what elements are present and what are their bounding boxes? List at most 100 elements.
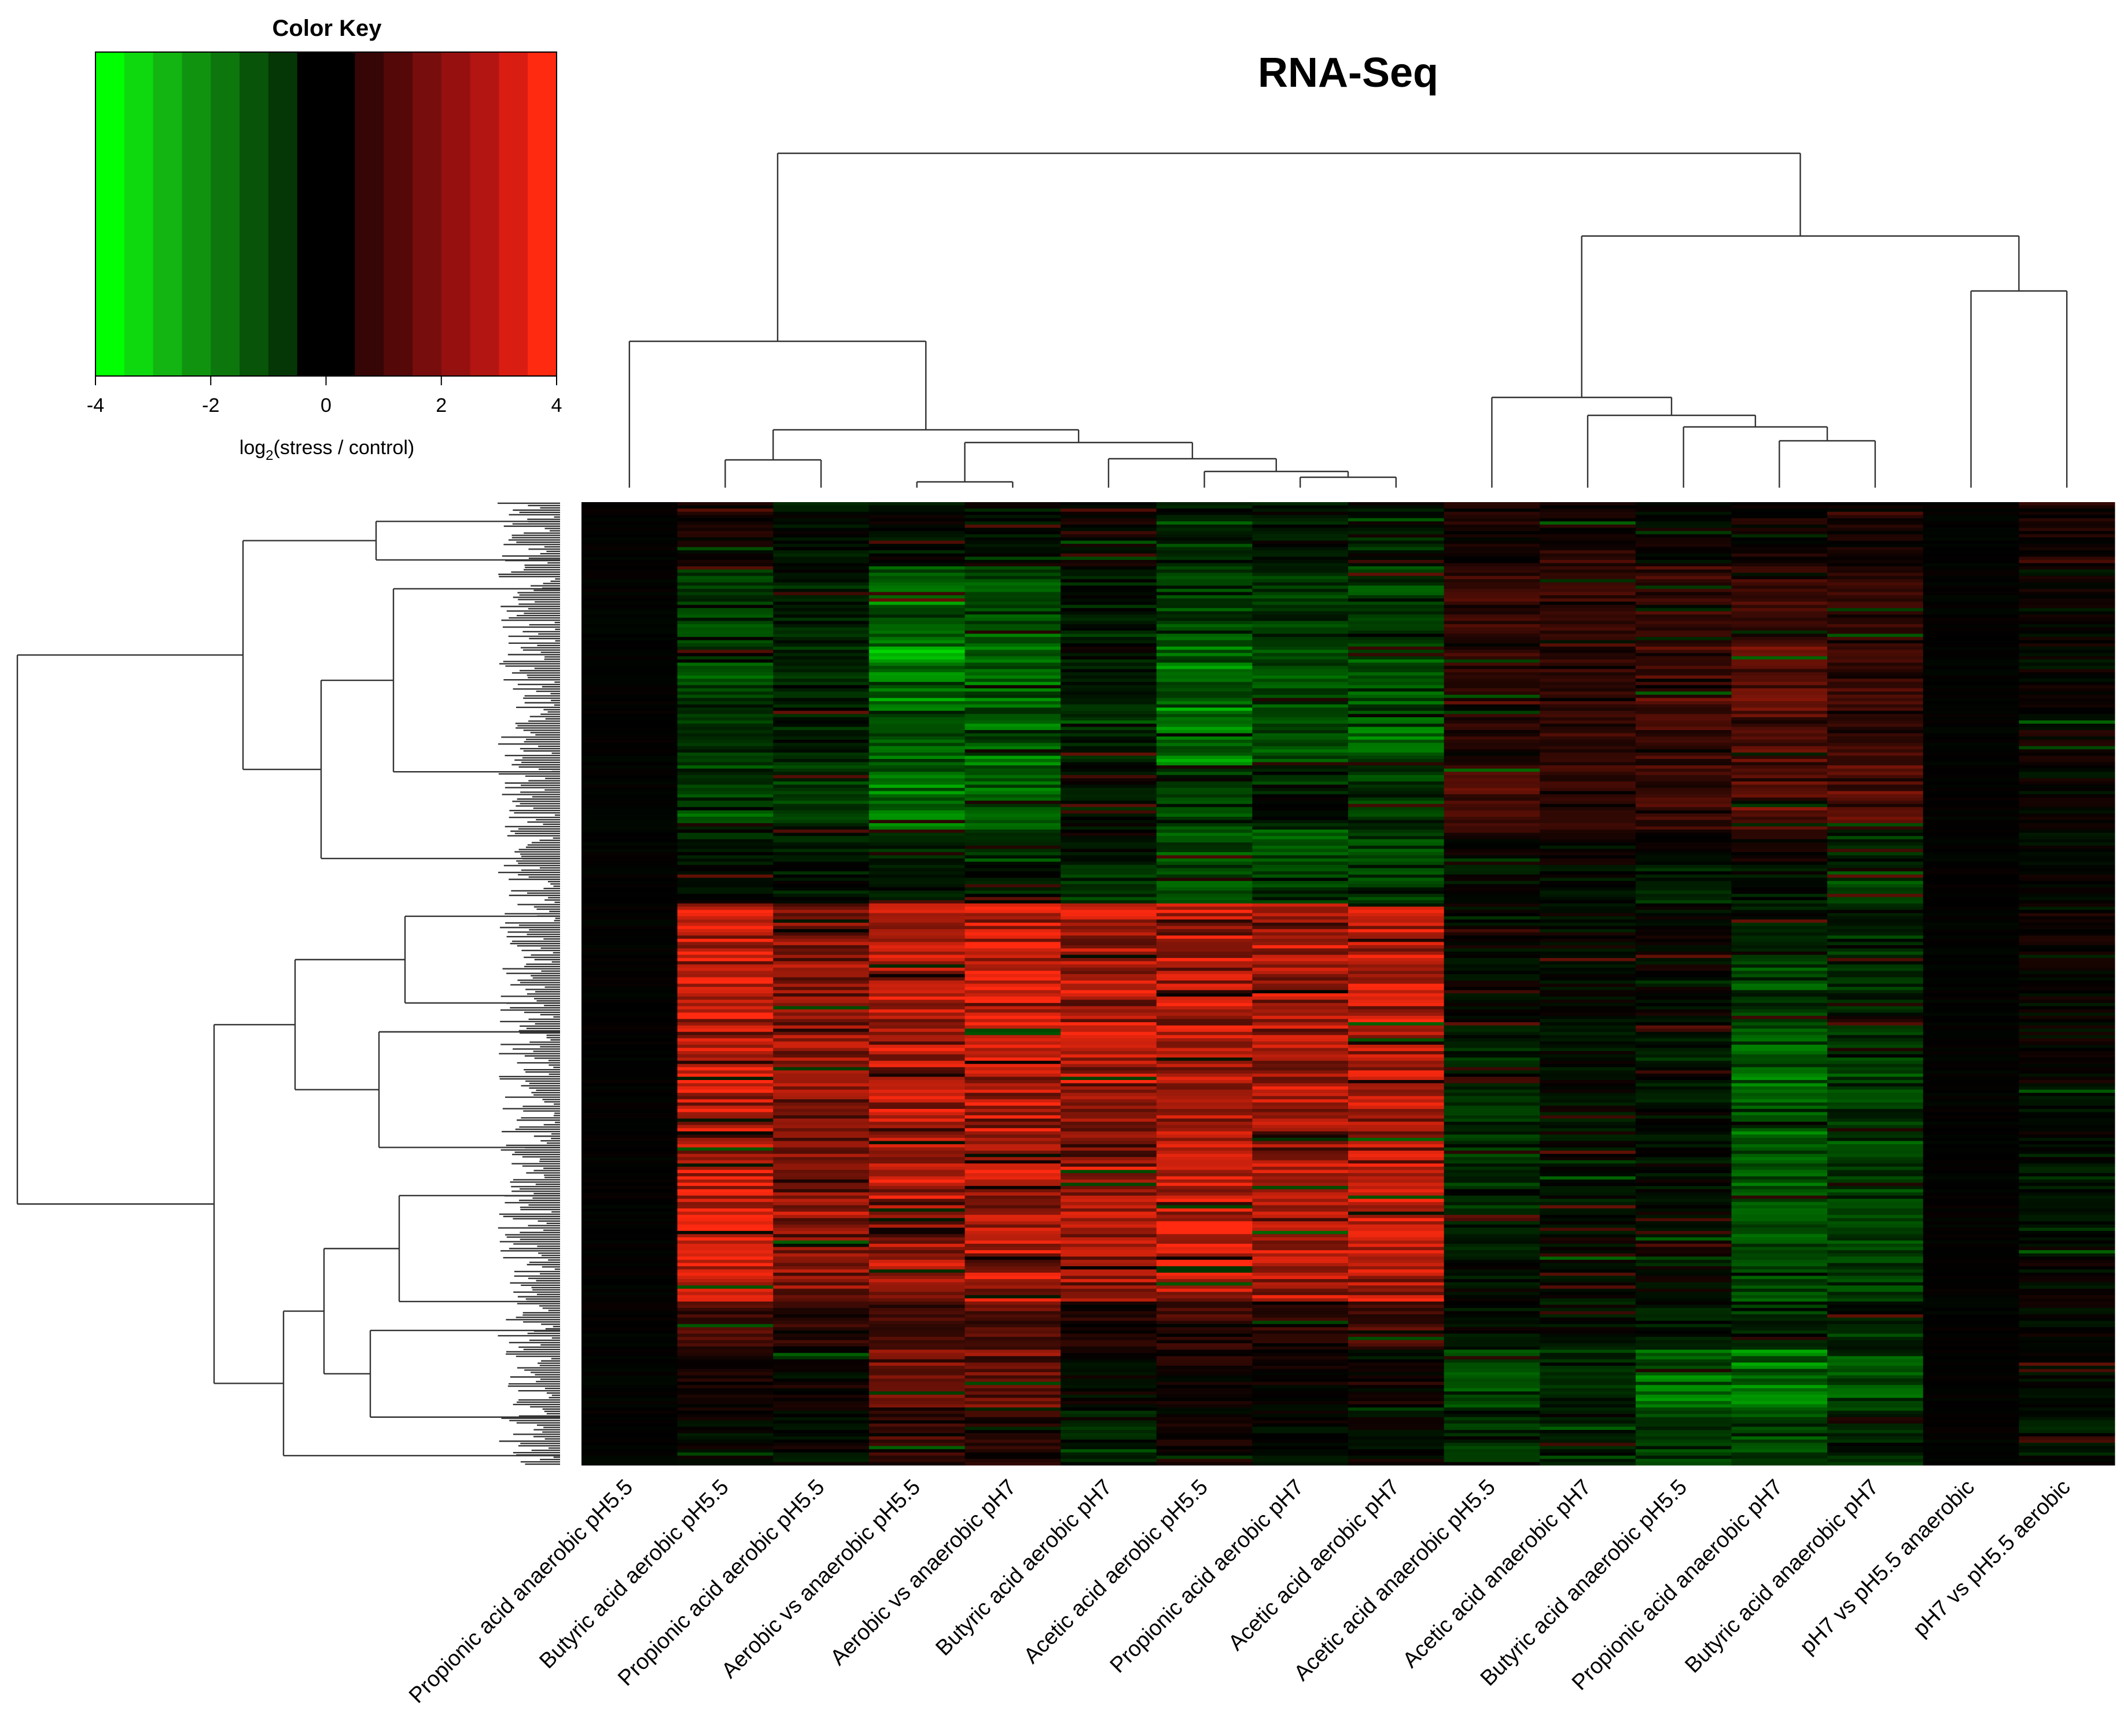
heatmap-cell (1348, 1006, 1445, 1010)
heatmap-cell (965, 627, 1061, 631)
heatmap-cell (1731, 1211, 1828, 1215)
heatmap-cell (1444, 1199, 1540, 1203)
heatmap-cell (1731, 1346, 1828, 1350)
heatmap-cell (1444, 585, 1540, 589)
heatmap-cell (1061, 923, 1157, 926)
heatmap-cell (1923, 1009, 2019, 1013)
heatmap-cell (1540, 900, 1636, 904)
heatmap-cell (1348, 1096, 1445, 1100)
heatmap-cell (1444, 646, 1540, 650)
heatmap-cell (1061, 1224, 1157, 1228)
heatmap-cell (868, 1131, 966, 1135)
heatmap-cell (1252, 1247, 1349, 1251)
heatmap-cell (773, 880, 870, 884)
heatmap-cell (581, 894, 678, 898)
heatmap-cell (773, 1208, 870, 1212)
heatmap-cell (2019, 810, 2115, 814)
heatmap-cell (2019, 1173, 2115, 1177)
heatmap-cell (1827, 932, 1924, 936)
heatmap-cell (1827, 1327, 1924, 1331)
heatmap-cell (1827, 1311, 1924, 1315)
heatmap-cell (1348, 720, 1445, 724)
heatmap-cell (1923, 1362, 2019, 1366)
heatmap-cell (1444, 919, 1540, 923)
heatmap-cell (1061, 1356, 1157, 1360)
heatmap-cell (1156, 691, 1253, 695)
heatmap-cell (1444, 755, 1540, 760)
heatmap-cell (1540, 1093, 1636, 1097)
heatmap-cell (1827, 868, 1924, 872)
heatmap-cell (965, 1192, 1061, 1196)
heatmap-cell (1156, 1080, 1253, 1083)
heatmap-cell (773, 1054, 870, 1058)
heatmap-cell (773, 1077, 870, 1081)
heatmap-cell (773, 701, 870, 705)
heatmap-cell (1827, 1211, 1924, 1215)
heatmap-cell (1540, 1330, 1636, 1334)
heatmap-cell (868, 1182, 966, 1186)
heatmap-cell (1444, 605, 1540, 609)
heatmap-cell (1635, 511, 1732, 515)
heatmap-cell (1827, 656, 1924, 660)
heatmap-cell (773, 1186, 870, 1190)
heatmap-cell (2019, 1385, 2115, 1389)
heatmap-cell (677, 739, 774, 743)
heatmap-cell (2019, 781, 2115, 785)
heatmap-cell (1444, 1269, 1540, 1273)
heatmap-cell (773, 768, 870, 772)
heatmap-cell (965, 942, 1061, 946)
heatmap-cell (1731, 595, 1828, 599)
heatmap-cell (2019, 1324, 2115, 1328)
heatmap-cell (581, 566, 678, 570)
heatmap-cell (1444, 1352, 1540, 1357)
heatmap-cell (1635, 515, 1732, 519)
heatmap-cell (1923, 836, 2019, 840)
heatmap-cell (581, 958, 678, 962)
heatmap-cell (1444, 1009, 1540, 1013)
heatmap-cell (868, 1166, 966, 1170)
heatmap-cell (773, 1080, 870, 1083)
heatmap-cell (1731, 1237, 1828, 1241)
heatmap-cell (1444, 1340, 1540, 1344)
heatmap-cell (581, 540, 678, 544)
heatmap-cell (1444, 1134, 1540, 1138)
heatmap-cell (1923, 801, 2019, 805)
heatmap-cell (2019, 778, 2115, 782)
heatmap-cell (1156, 1256, 1253, 1260)
heatmap-cell (1252, 845, 1349, 849)
heatmap-cell (1252, 868, 1349, 872)
heatmap-cell (965, 1369, 1061, 1373)
heatmap-cell (677, 1131, 774, 1135)
heatmap-cell (581, 1330, 678, 1334)
heatmap-cell (868, 602, 966, 605)
heatmap-cell (965, 1173, 1061, 1177)
heatmap-cell (2019, 505, 2115, 509)
heatmap-cell (1731, 1141, 1828, 1145)
heatmap-cell (868, 1054, 966, 1058)
heatmap-cell (965, 1199, 1061, 1203)
heatmap-cell (1635, 688, 1732, 692)
heatmap-cell (677, 707, 774, 712)
heatmap-cell (677, 530, 774, 535)
heatmap-cell (2019, 685, 2115, 689)
heatmap-cell (1731, 1157, 1828, 1161)
heatmap-cell (1731, 807, 1828, 811)
heatmap-cell (868, 755, 966, 760)
heatmap-cell (1061, 1372, 1157, 1376)
heatmap-cell (868, 573, 966, 577)
heatmap-cell (1923, 1112, 2019, 1116)
heatmap-cell (581, 1128, 678, 1132)
heatmap-cell (1635, 553, 1732, 557)
heatmap-cell (1827, 762, 1924, 766)
heatmap-cell (1923, 1029, 2019, 1033)
heatmap-cell (1061, 1170, 1157, 1174)
heatmap-cell (1348, 723, 1445, 727)
heatmap-cell (1156, 659, 1253, 663)
heatmap-cell (1348, 938, 1445, 942)
heatmap-cell (1252, 781, 1349, 785)
heatmap-cell (965, 1263, 1061, 1267)
heatmap-cell (581, 1192, 678, 1196)
heatmap-cell (1540, 909, 1636, 913)
heatmap-cell (1540, 1256, 1636, 1260)
heatmap-cell (965, 1218, 1061, 1222)
